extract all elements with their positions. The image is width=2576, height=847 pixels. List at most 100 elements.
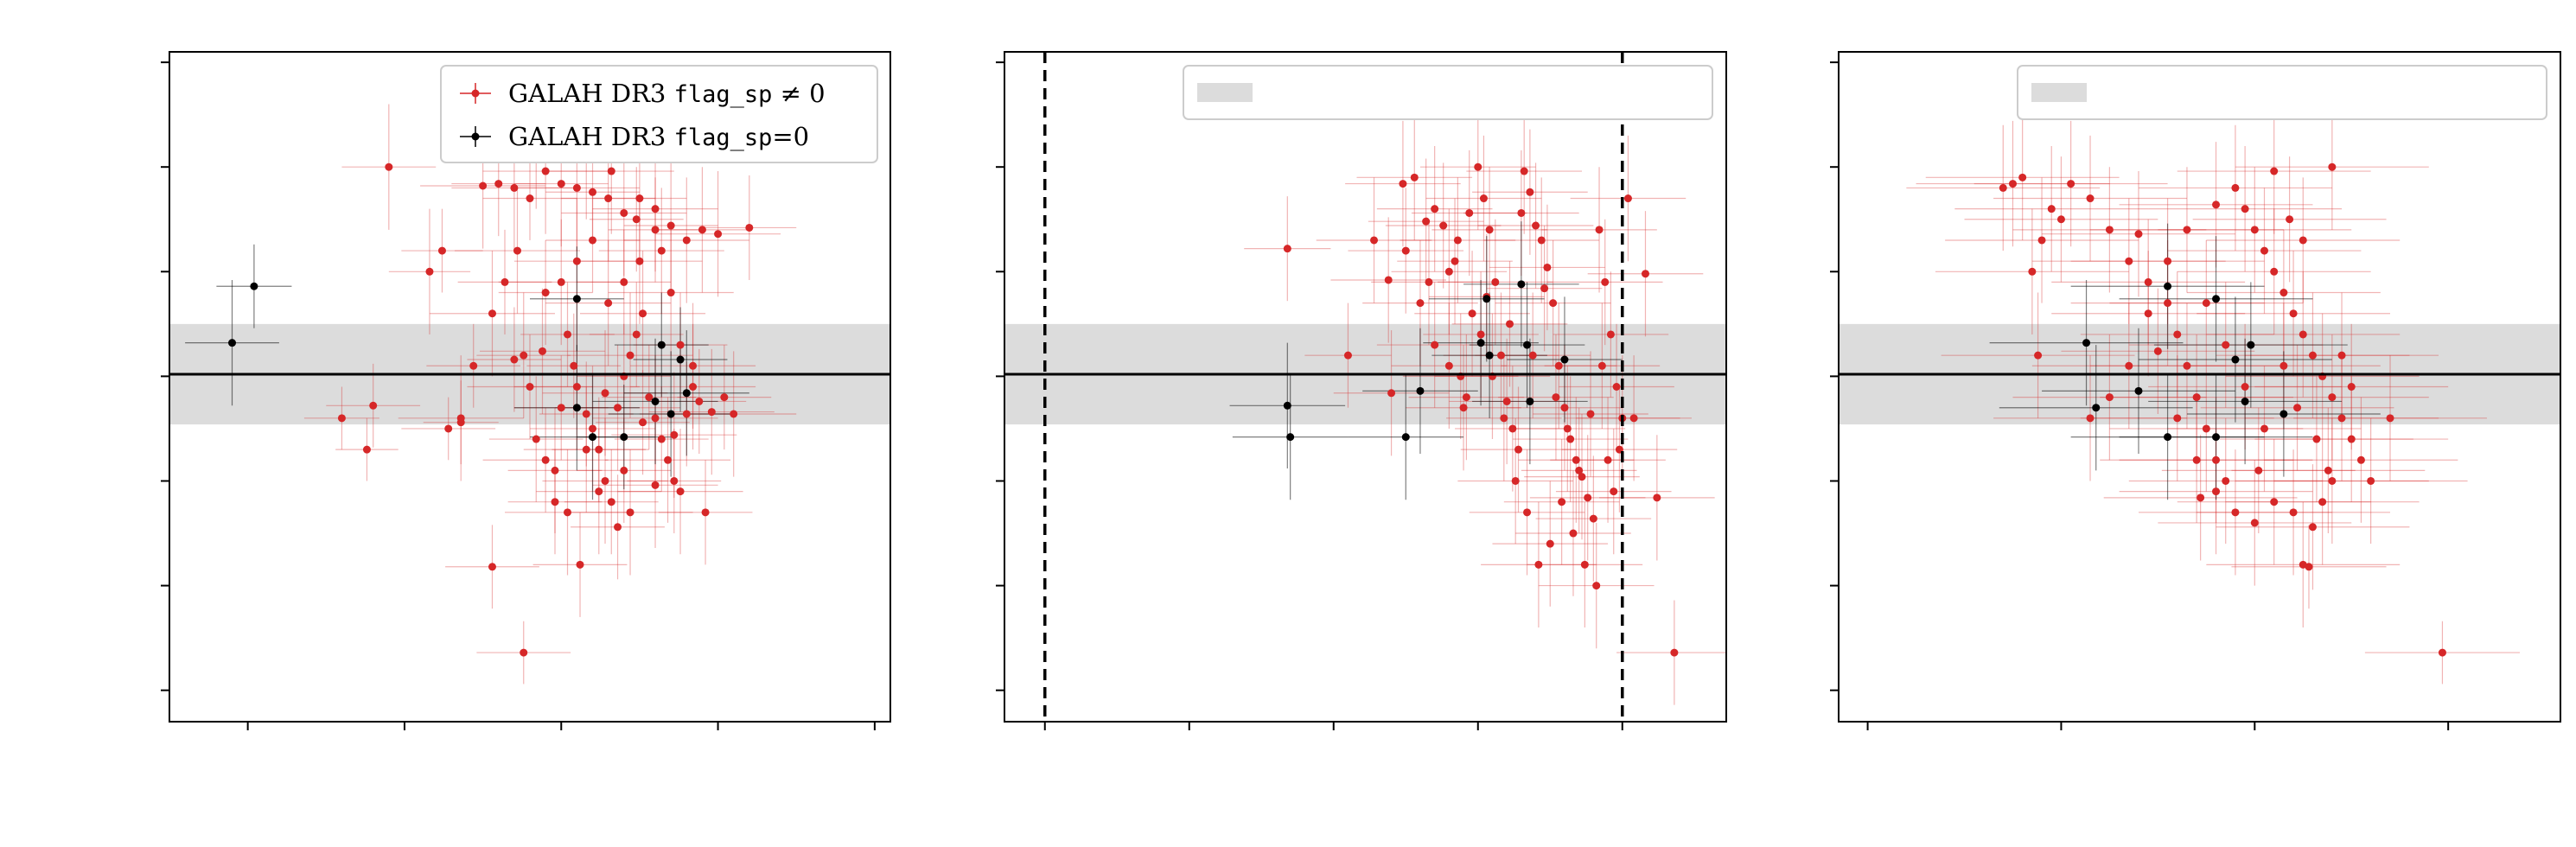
point-flagged-27 bbox=[488, 309, 496, 318]
point-flagged-58 bbox=[720, 393, 729, 402]
point-flagged-24 bbox=[2270, 267, 2279, 276]
point-flagged-46 bbox=[2318, 498, 2327, 506]
point-flagged-76 bbox=[520, 648, 528, 657]
point-flagged-65 bbox=[1453, 236, 1462, 245]
point-flagged-45 bbox=[626, 351, 634, 360]
point-flagged-72 bbox=[614, 523, 622, 532]
point-flagged-3 bbox=[337, 414, 346, 423]
point-unflagged-0 bbox=[1283, 401, 1291, 410]
point-flagged-48 bbox=[1459, 404, 1468, 412]
point-flagged-63 bbox=[2293, 404, 2302, 412]
point-unflagged-7 bbox=[1517, 280, 1526, 289]
legend-box bbox=[2017, 65, 2547, 120]
point-flagged-89 bbox=[670, 430, 679, 439]
point-flagged-43 bbox=[1653, 494, 1661, 502]
point-unflagged-5 bbox=[1482, 295, 1491, 303]
point-unflagged-5 bbox=[620, 433, 628, 442]
point-unflagged-8 bbox=[666, 410, 675, 418]
point-flagged-33 bbox=[1584, 494, 1592, 502]
point-flagged-30 bbox=[1566, 435, 1575, 443]
point-flagged-85 bbox=[539, 347, 547, 355]
point-unflagged-3 bbox=[572, 404, 581, 412]
point-flagged-39 bbox=[2212, 487, 2221, 496]
point-flagged-16 bbox=[2192, 393, 2201, 402]
point-unflagged-7 bbox=[657, 341, 666, 349]
point-flagged-50 bbox=[2337, 351, 2346, 360]
point-flagged-61 bbox=[2086, 414, 2095, 423]
point-flagged-31 bbox=[1572, 455, 1580, 464]
point-flagged-56 bbox=[2183, 226, 2191, 234]
point-flagged-72 bbox=[1586, 410, 1595, 418]
point-flagged-20 bbox=[1508, 424, 1517, 433]
point-flagged-23 bbox=[714, 230, 723, 239]
point-flagged-17 bbox=[620, 208, 628, 217]
point-flagged-73 bbox=[1597, 361, 1606, 370]
point-flagged-68 bbox=[1528, 351, 1537, 360]
legend-suffix: =0 bbox=[772, 122, 809, 151]
point-flagged-38 bbox=[1612, 383, 1621, 391]
point-flagged-38 bbox=[582, 410, 590, 418]
point-unflagged-7 bbox=[2231, 355, 2240, 364]
point-flagged-71 bbox=[2197, 494, 2205, 502]
point-flagged-57 bbox=[1569, 529, 1578, 538]
point-flagged-75 bbox=[488, 563, 496, 571]
point-flagged-27 bbox=[2299, 330, 2307, 339]
point-flagged-84 bbox=[510, 355, 519, 364]
point-unflagged-8 bbox=[2241, 397, 2249, 405]
point-flagged-40 bbox=[2231, 508, 2240, 517]
point-flagged-36 bbox=[564, 330, 572, 339]
point-flagged-12 bbox=[2144, 277, 2152, 286]
point-flagged-73 bbox=[2299, 236, 2307, 245]
point-flagged-79 bbox=[607, 167, 615, 175]
point-flagged-19 bbox=[1502, 397, 1511, 405]
legend-box bbox=[440, 65, 878, 163]
point-flagged-10 bbox=[510, 183, 519, 192]
panel-teff bbox=[996, 51, 1727, 730]
point-flagged-41 bbox=[2250, 519, 2259, 527]
point-flagged-25 bbox=[2280, 289, 2288, 297]
point-flagged-64 bbox=[2312, 435, 2321, 443]
point-flagged-28 bbox=[1554, 361, 1563, 370]
point-flagged-30 bbox=[520, 351, 528, 360]
point-flagged-36 bbox=[1601, 277, 1610, 286]
panel-logg bbox=[1830, 51, 2561, 730]
point-flagged-69 bbox=[2260, 424, 2268, 433]
point-flagged-6 bbox=[2028, 267, 2037, 276]
point-flagged-54 bbox=[682, 410, 691, 418]
point-unflagged-4 bbox=[2164, 433, 2172, 442]
point-flagged-34 bbox=[2367, 476, 2375, 485]
axes-frame bbox=[1838, 51, 2561, 723]
point-flagged-32 bbox=[2347, 435, 2356, 443]
point-unflagged-10 bbox=[682, 389, 691, 398]
point-flagged-1 bbox=[425, 267, 434, 276]
point-flagged-76 bbox=[1517, 208, 1526, 217]
point-unflagged-2 bbox=[2134, 386, 2143, 395]
point-unflagged-9 bbox=[2247, 341, 2255, 349]
point-flagged-16 bbox=[1485, 226, 1494, 234]
point-flagged-51 bbox=[2347, 383, 2356, 391]
point-flagged-34 bbox=[1589, 514, 1597, 523]
point-flagged-48 bbox=[2305, 563, 2313, 571]
point-flagged-65 bbox=[2324, 466, 2332, 474]
point-flagged-1 bbox=[1343, 351, 1352, 360]
point-flagged-5 bbox=[369, 401, 378, 410]
point-flagged-17 bbox=[1491, 277, 1500, 286]
point-unflagged-10 bbox=[1560, 355, 1569, 364]
point-unflagged-0 bbox=[228, 339, 237, 347]
point-flagged-22 bbox=[1520, 167, 1528, 175]
point-flagged-32 bbox=[532, 435, 540, 443]
point-flagged-26 bbox=[2289, 309, 2298, 318]
point-flagged-9 bbox=[1444, 267, 1453, 276]
point-flagged-77 bbox=[1540, 284, 1549, 293]
point-unflagged-6 bbox=[651, 397, 660, 405]
point-flagged-72 bbox=[2286, 215, 2294, 224]
point-flagged-49 bbox=[2438, 648, 2446, 657]
point-flagged-45 bbox=[2308, 523, 2317, 532]
point-flagged-42 bbox=[2270, 498, 2279, 506]
point-flagged-32 bbox=[1578, 473, 1586, 481]
legend-prefix: GALAH DR3 bbox=[508, 122, 674, 151]
point-flagged-42 bbox=[607, 498, 615, 506]
point-flagged-68 bbox=[2202, 299, 2210, 308]
point-flagged-2 bbox=[1370, 236, 1379, 245]
point-flagged-71 bbox=[595, 487, 603, 496]
